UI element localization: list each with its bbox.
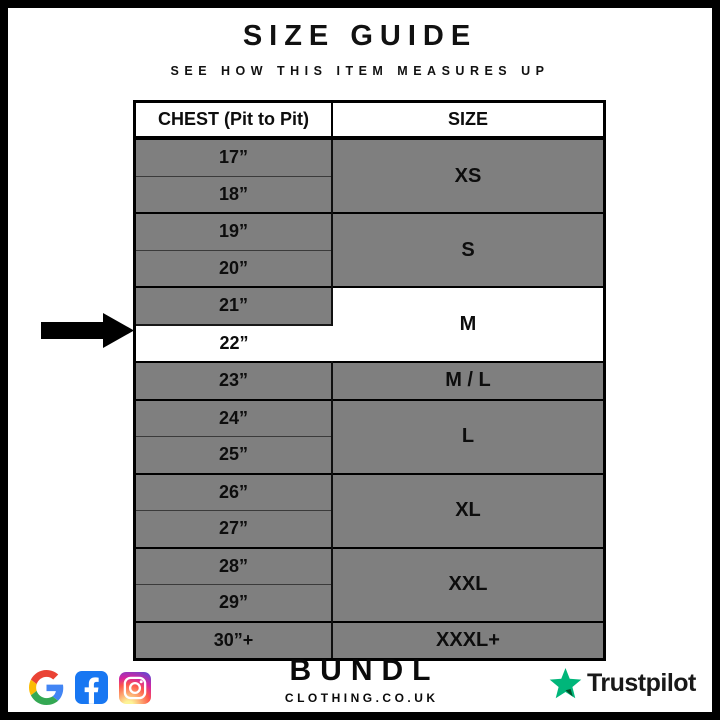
- social-icons: [29, 670, 151, 705]
- page-title: SIZE GUIDE: [242, 20, 478, 52]
- pointer-arrow-icon: [41, 313, 134, 348]
- brand-logo: BUNDL CLOTHING.CO.UK: [285, 654, 435, 705]
- table-row: 19” S: [134, 212, 605, 287]
- trustpilot-logo[interactable]: Trustpilot: [549, 668, 696, 699]
- page-subtitle: SEE HOW THIS ITEM MEASURES UP: [170, 64, 550, 78]
- chest-cell: 26”: [134, 472, 333, 511]
- size-cell: XXXL+: [331, 620, 605, 660]
- facebook-icon[interactable]: [75, 671, 108, 704]
- google-icon[interactable]: [29, 670, 64, 705]
- table-row: 23” M / L: [134, 361, 605, 400]
- size-guide-table: CHEST (Pit to Pit) SIZE 17” XS 18” 19” S 20” 2…: [133, 100, 606, 661]
- table-row: 21” M: [134, 286, 605, 362]
- table-row: 30”+ XXXL+: [134, 620, 605, 660]
- size-cell: XS: [331, 137, 605, 213]
- size-column-header: SIZE: [332, 101, 605, 140]
- table-row: 24” L: [134, 398, 605, 474]
- table-row: 22”: [134, 323, 605, 362]
- size-cell: M: [332, 286, 605, 362]
- chest-column-header: CHEST (Pit to Pit): [134, 101, 333, 140]
- chest-cell: 19”: [134, 212, 333, 250]
- trustpilot-label: Trustpilot: [587, 669, 696, 697]
- chest-cell: 27”: [134, 510, 333, 548]
- chest-cell: 25”: [134, 436, 333, 474]
- chest-cell: 28”: [134, 546, 333, 585]
- table-row: 17” XS: [134, 137, 605, 213]
- table-row: 20”: [134, 249, 605, 287]
- chest-cell: 29”: [134, 584, 333, 622]
- size-cell: L: [331, 398, 605, 474]
- table-header-row: CHEST (Pit to Pit) SIZE: [134, 101, 605, 140]
- table-row: 27”: [134, 510, 605, 548]
- size-cell: S: [331, 212, 605, 287]
- chest-cell: 18”: [134, 175, 333, 213]
- trustpilot-star-icon: [549, 668, 582, 699]
- chest-cell: 24”: [134, 398, 333, 437]
- table-row: 29”: [134, 584, 605, 622]
- size-cell: XXL: [331, 546, 605, 622]
- chest-cell: 23”: [134, 361, 333, 400]
- size-cell: XL: [331, 472, 605, 548]
- chest-cell: 20”: [134, 249, 333, 287]
- size-cell: M / L: [331, 361, 605, 400]
- chest-cell: 21”: [134, 286, 333, 325]
- table-row: 26” XL: [134, 472, 605, 548]
- table-row: 18”: [134, 175, 605, 213]
- chest-cell: 22”: [134, 323, 332, 362]
- table-row: 28” XXL: [134, 546, 605, 622]
- instagram-icon[interactable]: [119, 671, 151, 704]
- brand-name: BUNDL: [289, 654, 440, 687]
- chest-cell: 17”: [134, 137, 333, 176]
- table-row: 25”: [134, 436, 605, 474]
- brand-domain: CLOTHING.CO.UK: [284, 691, 439, 705]
- chest-cell: 30”+: [134, 620, 333, 660]
